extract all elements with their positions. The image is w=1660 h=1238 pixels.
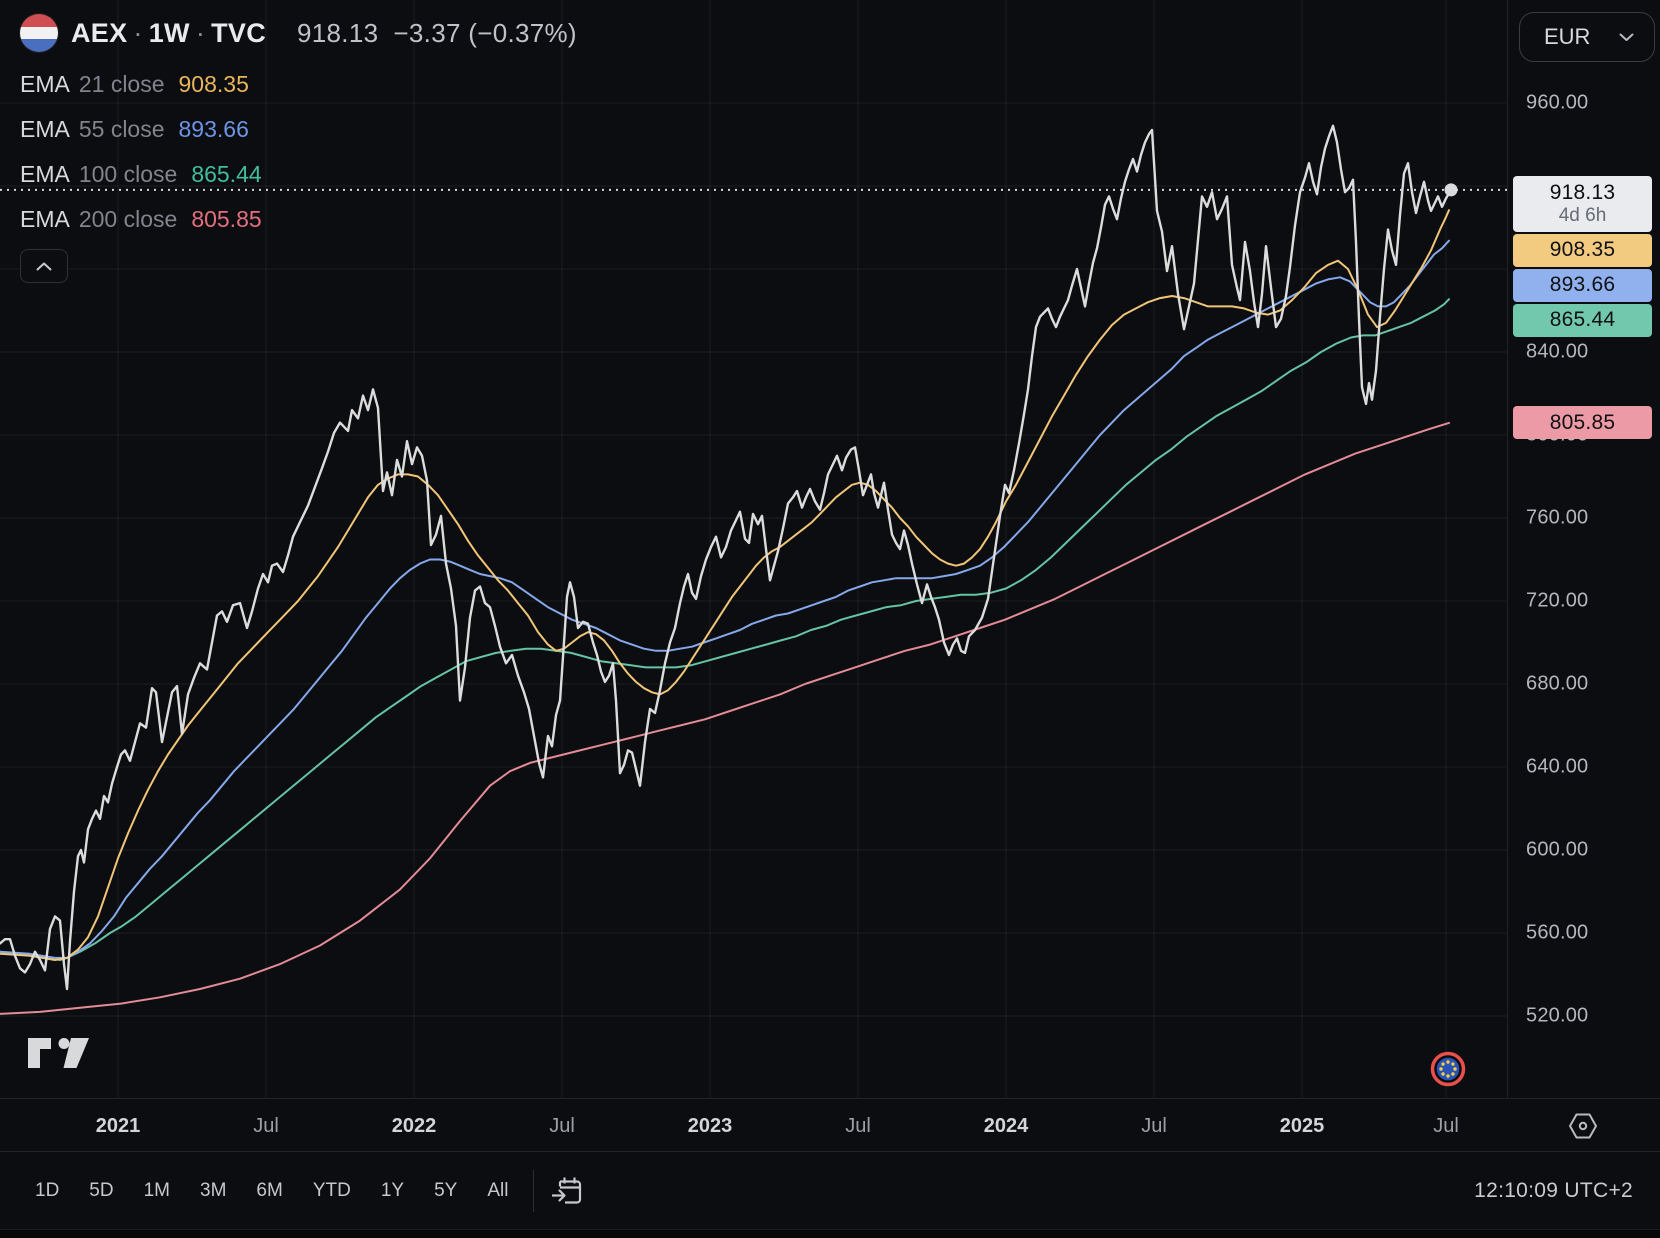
ema-price-label: 865.44 [1513,303,1652,337]
range-button-all[interactable]: All [487,1179,509,1201]
toolbar-divider [533,1169,535,1212]
ema-price-label: 893.66 [1513,268,1652,302]
ema-price-label: 805.85 [1513,406,1652,440]
time-tick-label: Jul [549,1115,575,1137]
eu-flag-market-closed-icon[interactable] [1430,1051,1466,1087]
axis-settings-gear-icon[interactable] [1568,1112,1598,1145]
indicator-legend-ema200[interactable]: EMA 200 close 805.85 [20,206,262,232]
last-price-dot [1444,183,1458,197]
indicator-legend-ema100[interactable]: EMA 100 close 865.44 [20,161,262,187]
aex-close-line [0,124,1453,991]
chart-series [0,124,1453,1015]
price-tick-label: 720.00 [1526,589,1589,612]
time-tick-label: Jul [845,1115,871,1137]
time-tick-label: 2022 [391,1115,437,1137]
price-tick-label: 520.00 [1526,1004,1589,1027]
ema-55-line [0,239,1450,959]
last-price-and-change: 918.13 −3.37 (−0.37%) [297,17,577,48]
dot-separator-icon: · [195,17,206,48]
range-button-1m[interactable]: 1M [143,1179,170,1201]
price-tick-label: 600.00 [1526,838,1589,861]
price-tick-label: 560.00 [1526,921,1589,944]
range-button-1y[interactable]: 1Y [380,1179,405,1201]
window-bottom-strip [0,1229,1660,1238]
symbol-title: AEX · 1W · TVC [71,17,267,48]
time-tick-label: Jul [1141,1115,1167,1137]
time-tick-label: 2025 [1279,1115,1325,1137]
price-tick-label: 840.00 [1526,340,1589,363]
currency-selector[interactable]: EUR [1519,12,1655,62]
range-button-5d[interactable]: 5D [89,1179,114,1201]
chevron-down-icon [1619,33,1634,41]
go-to-date-button[interactable] [550,1175,584,1207]
bottom-toolbar: 1D 5D 1M 3M 6M YTD 1Y 5Y All 12:10:09 UTC+2 [0,1153,1660,1228]
range-button-5y[interactable]: 5Y [434,1179,458,1201]
price-tick-label: 960.00 [1526,91,1589,114]
collapse-legend-button[interactable] [20,249,68,283]
current-price-label: 918.13 4d 6h [1513,175,1652,232]
indicator-legend-ema21[interactable]: EMA 21 close 908.35 [20,71,249,97]
indicator-legend-ema55[interactable]: EMA 55 close 893.66 [20,116,249,142]
price-tick-label: 680.00 [1526,672,1589,695]
range-button-3m[interactable]: 3M [200,1179,227,1201]
date-range-buttons: 1D 5D 1M 3M 6M YTD 1Y 5Y All [22,1173,521,1209]
ema-21-line [0,209,1450,961]
time-tick-label: Jul [1433,1115,1459,1137]
chart-area[interactable] [0,0,1660,1098]
ema-200-line [0,421,1450,1015]
tradingview-logo[interactable] [28,1038,89,1068]
ema-100-line [0,298,1450,961]
time-tick-label: Jul [253,1115,279,1137]
chevron-up-icon [36,262,52,270]
time-tick-label: 2023 [687,1115,733,1137]
range-button-ytd[interactable]: YTD [312,1179,351,1201]
time-tick-label: 2024 [983,1115,1029,1137]
netherlands-flag-icon [20,14,58,52]
ema-price-label: 908.35 [1513,233,1652,267]
range-button-1d[interactable]: 1D [35,1179,60,1201]
calendar-icon [552,1177,582,1204]
range-button-6m[interactable]: 6M [256,1179,283,1201]
price-tick-label: 760.00 [1526,506,1589,529]
dot-separator-icon: · [133,17,143,48]
time-axis[interactable]: 2021 Jul 2022 Jul 2023 Jul 2024 Jul 2025 Jul [0,1098,1660,1152]
current-price-line [0,183,1507,197]
symbol-header[interactable]: AEX · 1W · TVC 918.13 −3.37 (−0.37%) [20,14,577,52]
time-tick-label: 2021 [95,1115,141,1137]
clock[interactable]: 12:10:09 UTC+2 [1474,1178,1633,1202]
price-tick-label: 640.00 [1526,755,1589,778]
